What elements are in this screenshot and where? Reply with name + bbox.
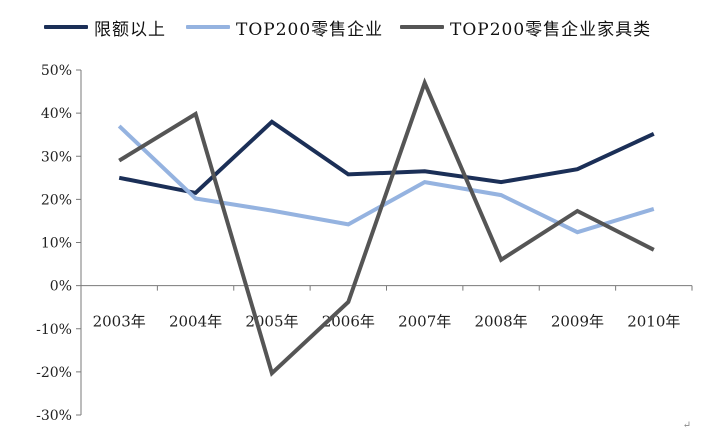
x-tick-label: 2006年 xyxy=(322,313,375,331)
y-tick-label: 0% xyxy=(50,279,72,295)
paragraph-mark: ↵ xyxy=(682,420,691,431)
legend-item-2: TOP200零售企业 xyxy=(186,14,383,40)
x-tick-label: 2008年 xyxy=(474,313,527,331)
y-tick-label: -30% xyxy=(36,408,72,424)
axes xyxy=(80,70,692,415)
legend: 限额以上 TOP200零售企业 TOP200零售企业家具类 xyxy=(0,14,701,40)
y-tick-label: 20% xyxy=(41,192,72,208)
y-tick-label: -10% xyxy=(36,322,72,338)
x-tick-label: 2009年 xyxy=(551,313,604,331)
series-line-2 xyxy=(117,124,655,235)
legend-label-3: TOP200零售企业家具类 xyxy=(450,19,652,40)
y-tick-label: 30% xyxy=(41,149,72,165)
series-line-3 xyxy=(118,77,655,377)
series-line-1 xyxy=(118,119,655,196)
series-lines xyxy=(117,77,655,377)
y-axis-ticks: 50% 40% 30% 20% 10% 0% -10% -20% -30% xyxy=(36,63,81,424)
y-tick-label: 40% xyxy=(41,106,72,122)
x-tick-label: 2003年 xyxy=(93,313,146,331)
legend-swatch-2 xyxy=(186,25,230,29)
legend-swatch-1 xyxy=(44,25,88,29)
legend-label-1: 限额以上 xyxy=(94,19,166,40)
legend-item-3: TOP200零售企业家具类 xyxy=(400,14,651,40)
legend-label-2: TOP200零售企业 xyxy=(236,19,384,40)
legend-swatch-3 xyxy=(400,25,444,29)
x-tick-label: 2010年 xyxy=(627,313,680,331)
x-tick-label: 2007年 xyxy=(398,313,451,331)
legend-item-1: 限额以上 xyxy=(44,14,166,40)
y-tick-label: -20% xyxy=(36,365,72,381)
y-tick-label: 10% xyxy=(41,236,72,252)
x-axis-ticks: 2003年 2004年 2005年 2006年 2007年 2008年 2009年 2010年 xyxy=(80,285,693,331)
y-tick-label: 50% xyxy=(41,63,72,79)
x-tick-label: 2004年 xyxy=(169,313,222,331)
